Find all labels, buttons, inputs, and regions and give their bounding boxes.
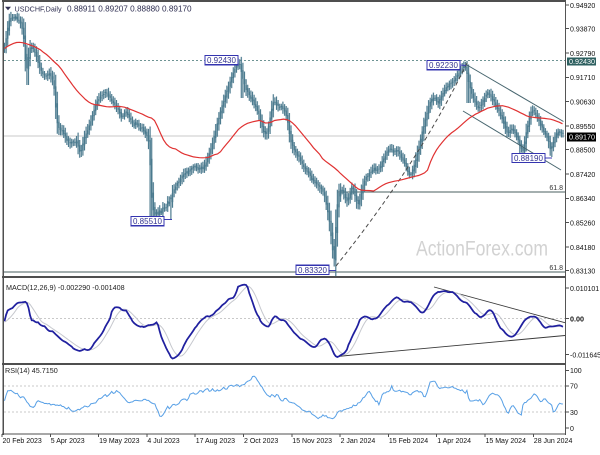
svg-text:0.93870: 0.93870 xyxy=(570,27,595,34)
svg-text:0.90630: 0.90630 xyxy=(570,100,595,107)
svg-text:0.85510: 0.85510 xyxy=(133,217,162,226)
svg-text:0.92430: 0.92430 xyxy=(207,56,236,65)
svg-text:0.87420: 0.87420 xyxy=(570,172,595,179)
svg-text:17 Aug 2023: 17 Aug 2023 xyxy=(196,438,235,445)
svg-text:0.88911 0.89207 0.88880 0.8917: 0.88911 0.89207 0.88880 0.89170 xyxy=(67,5,192,14)
svg-text:2 Oct 2023: 2 Oct 2023 xyxy=(244,438,278,445)
svg-text:0.83320: 0.83320 xyxy=(298,266,327,275)
svg-text:0.94920: 0.94920 xyxy=(570,3,595,10)
svg-text:0.92230: 0.92230 xyxy=(429,61,458,70)
svg-text:15 Feb 2024: 15 Feb 2024 xyxy=(389,438,428,445)
svg-text:20 Feb 2023: 20 Feb 2023 xyxy=(3,438,42,445)
svg-text:61.8: 61.8 xyxy=(549,265,563,272)
svg-text:0.010101: 0.010101 xyxy=(570,286,599,293)
svg-text:USDCHF,Daily: USDCHF,Daily xyxy=(15,5,63,14)
svg-text:0.92790: 0.92790 xyxy=(570,51,595,58)
svg-text:RSI(14) 45.7150: RSI(14) 45.7150 xyxy=(5,366,58,375)
svg-text:ActionForex.com: ActionForex.com xyxy=(416,238,548,261)
svg-text:28 Jun 2024: 28 Jun 2024 xyxy=(534,438,573,445)
svg-text:0.88190: 0.88190 xyxy=(514,154,543,163)
svg-text:0.91710: 0.91710 xyxy=(570,75,595,82)
svg-text:100: 100 xyxy=(570,368,582,375)
svg-text:0.85260: 0.85260 xyxy=(570,220,595,227)
svg-text:-0.011645: -0.011645 xyxy=(570,352,600,359)
svg-text:0.00: 0.00 xyxy=(570,314,584,323)
svg-text:61.8: 61.8 xyxy=(549,185,563,192)
svg-text:0.83130: 0.83130 xyxy=(570,268,595,275)
svg-text:0.86340: 0.86340 xyxy=(570,196,595,203)
svg-text:MACD(12,26,9) -0.002290 -0.001: MACD(12,26,9) -0.002290 -0.001408 xyxy=(6,283,125,292)
svg-text:5 Apr 2023: 5 Apr 2023 xyxy=(51,438,85,445)
svg-text:15 Nov 2023: 15 Nov 2023 xyxy=(292,438,332,445)
svg-text:0.92430: 0.92430 xyxy=(569,57,595,66)
svg-text:2 Jan 2024: 2 Jan 2024 xyxy=(341,438,376,445)
svg-text:0.88500: 0.88500 xyxy=(570,147,595,154)
svg-text:0: 0 xyxy=(570,426,574,433)
svg-text:70: 70 xyxy=(570,384,578,391)
svg-text:0.89170: 0.89170 xyxy=(569,133,595,142)
svg-text:4 Jul 2023: 4 Jul 2023 xyxy=(147,438,179,445)
svg-text:0.84180: 0.84180 xyxy=(570,245,595,252)
svg-text:0.89550: 0.89550 xyxy=(570,124,595,131)
svg-text:15 May 2024: 15 May 2024 xyxy=(486,438,527,445)
svg-text:1 Apr 2024: 1 Apr 2024 xyxy=(437,438,471,445)
svg-text:19 May 2023: 19 May 2023 xyxy=(99,438,140,445)
svg-text:30: 30 xyxy=(570,410,578,417)
